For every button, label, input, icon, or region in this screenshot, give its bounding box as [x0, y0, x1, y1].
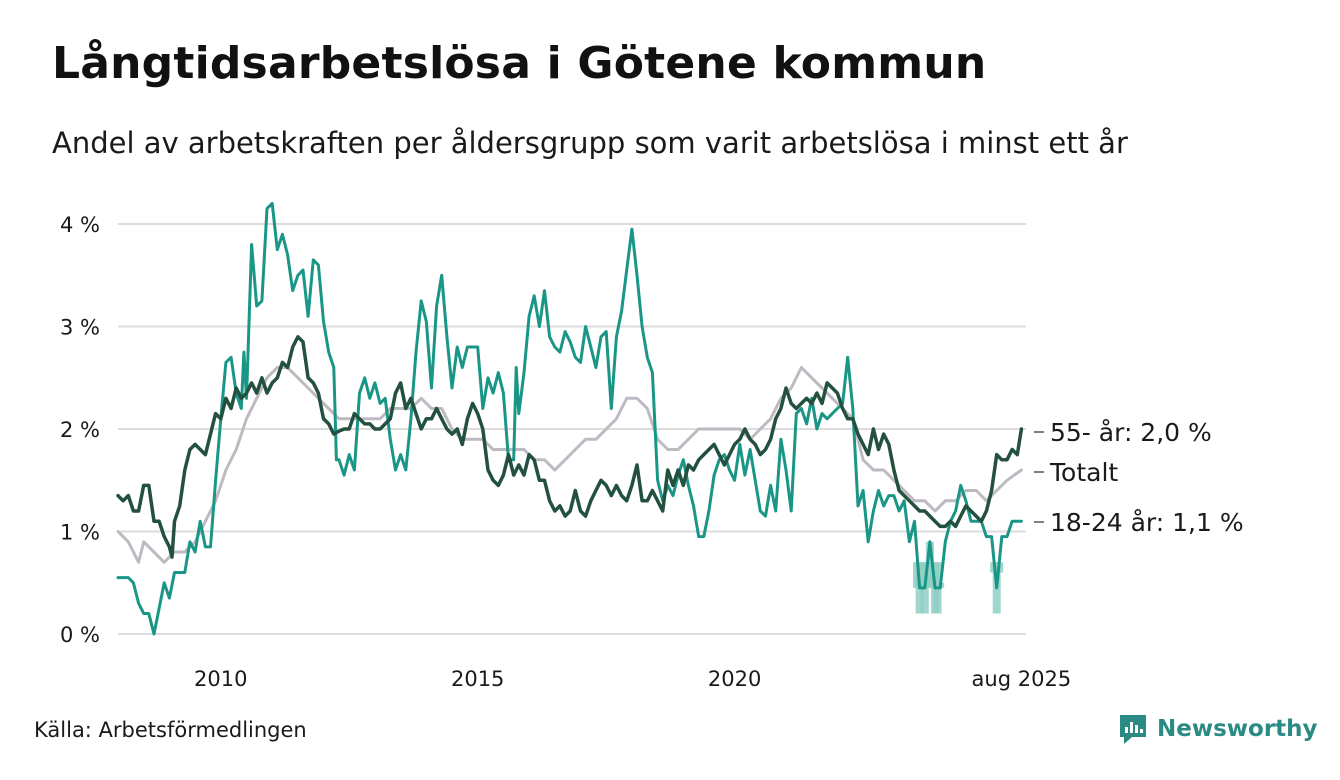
y-tick-label: 4 % — [60, 213, 100, 237]
series-end-label: 18-24 år: 1,1 % — [1050, 508, 1244, 537]
series-end-label: Totalt — [1049, 458, 1118, 487]
chart-subtitle: Andel av arbetskraften per åldersgrupp s… — [52, 126, 1128, 160]
y-tick-label: 1 % — [60, 521, 100, 545]
x-tick-label: 2010 — [194, 667, 247, 691]
axis-ticks: 0 % 1 % 2 % 3 % 4 % 2010 2015 2020 aug 2025 — [60, 213, 1071, 691]
series-lines — [116, 202, 1024, 636]
x-tick-label: 2020 — [708, 667, 761, 691]
y-tick-label: 0 % — [60, 623, 100, 647]
series-line-total — [116, 366, 1023, 564]
source-note: Källa: Arbetsförmedlingen — [34, 718, 307, 742]
brand-logo-block[interactable]: Newsworthy — [1118, 713, 1318, 745]
series-line-s55 — [116, 335, 1024, 559]
chart-title: Långtidsarbetslösa i Götene kommun — [52, 38, 987, 89]
series-end-label: 55- år: 2,0 % — [1050, 418, 1212, 447]
y-tick-label: 2 % — [60, 418, 100, 442]
x-tick-label: 2015 — [451, 667, 504, 691]
end-labels: 55- år: 2,0 % Totalt 18-24 år: 1,1 % — [1034, 418, 1244, 537]
brand-name: Newsworthy — [1157, 716, 1318, 742]
y-tick-label: 3 % — [60, 316, 100, 340]
series-line-s18_24 — [116, 202, 1023, 636]
newsworthy-logo-icon — [1120, 715, 1146, 744]
x-tick-label: aug 2025 — [972, 667, 1072, 691]
